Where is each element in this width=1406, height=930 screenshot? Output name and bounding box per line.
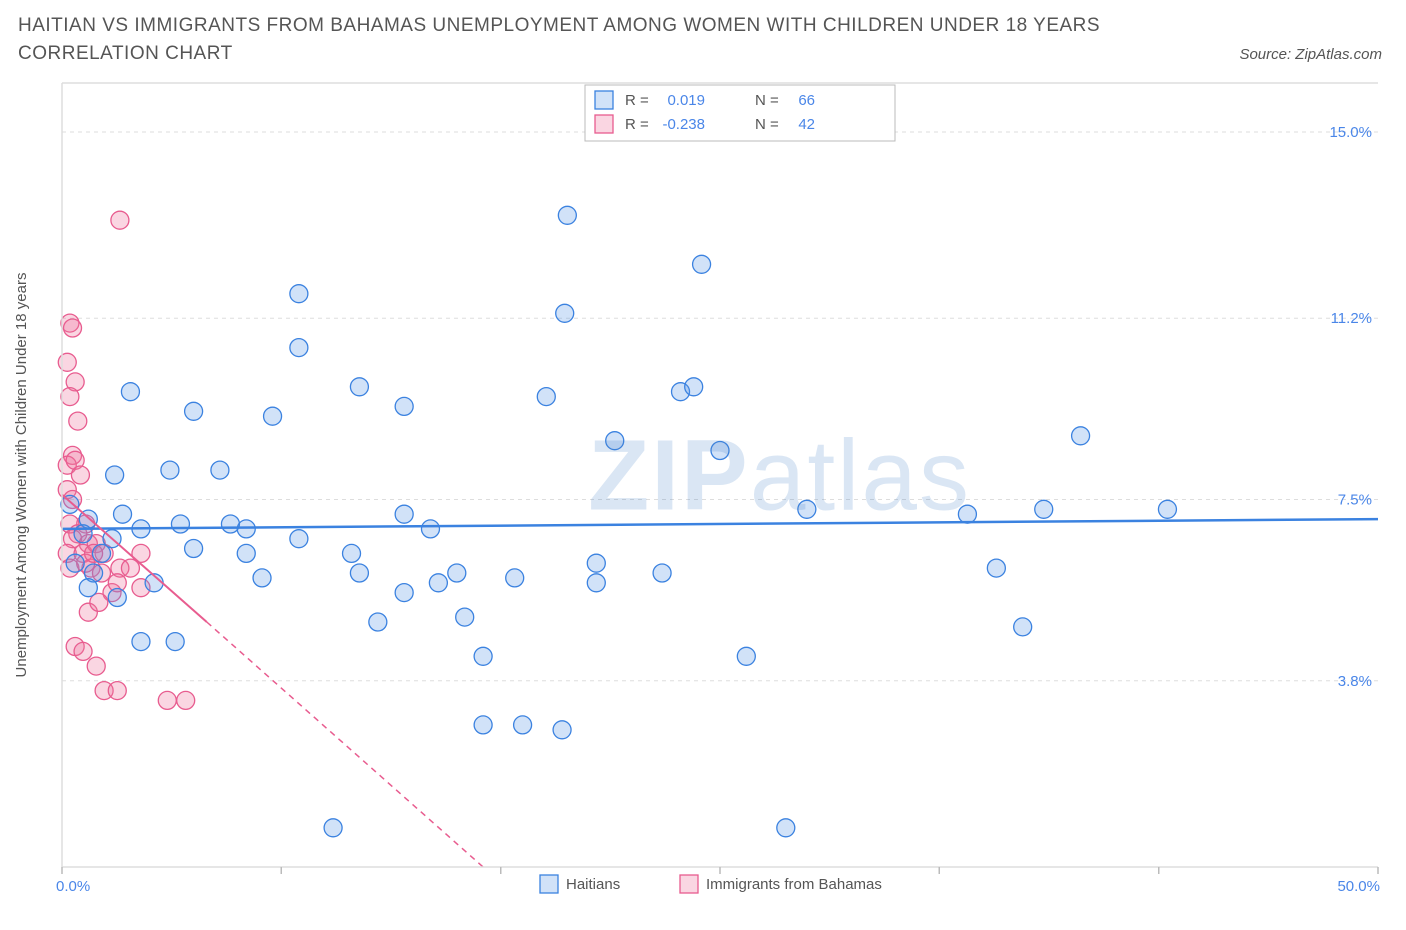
svg-text:66: 66	[798, 92, 815, 109]
svg-text:50.0%: 50.0%	[1337, 878, 1380, 895]
svg-text:N =: N =	[755, 116, 779, 133]
svg-text:Haitians: Haitians	[566, 876, 620, 893]
svg-text:-0.238: -0.238	[662, 116, 705, 133]
svg-text:42: 42	[798, 116, 815, 133]
svg-text:11.2%: 11.2%	[1331, 310, 1372, 327]
svg-text:3.8%: 3.8%	[1338, 673, 1372, 690]
chart-area: 3.8% 7.5% 11.2% 15.0% Unemployment Among Wom…	[0, 77, 1406, 909]
svg-text:7.5%: 7.5%	[1338, 492, 1372, 509]
scatter-chart: 3.8% 7.5% 11.2% 15.0% Unemployment Among Wom…	[0, 77, 1406, 909]
chart-title: HAITIAN VS IMMIGRANTS FROM BAHAMAS UNEMP…	[18, 12, 1138, 67]
svg-text:R =: R =	[625, 92, 649, 109]
source-label: Source: ZipAtlas.com	[1239, 46, 1382, 67]
svg-text:0.0%: 0.0%	[56, 878, 90, 895]
svg-text:Immigrants from Bahamas: Immigrants from Bahamas	[706, 876, 882, 893]
svg-text:15.0%: 15.0%	[1329, 124, 1372, 141]
svg-text:0.019: 0.019	[667, 92, 705, 109]
svg-text:R =: R =	[625, 116, 649, 133]
svg-text:Unemployment Among Women with: Unemployment Among Women with Children U…	[13, 273, 30, 678]
svg-text:N =: N =	[755, 92, 779, 109]
